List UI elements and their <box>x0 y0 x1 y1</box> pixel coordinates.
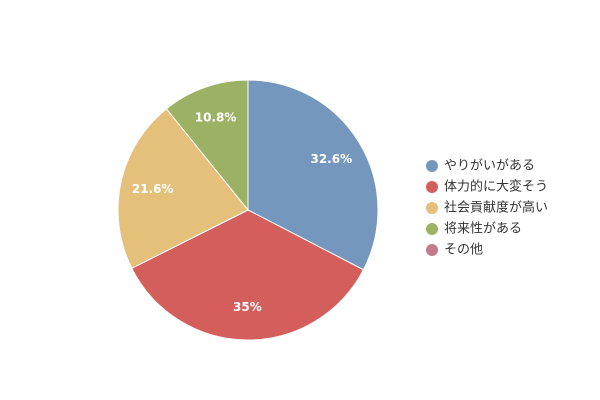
legend-label: 社会貢献度が高い <box>444 200 548 216</box>
pie-slice <box>117 108 249 269</box>
legend-marker <box>426 202 438 214</box>
data-label: 21.6% <box>132 182 174 196</box>
pie-slice <box>165 79 249 212</box>
legend-label: その他 <box>444 243 483 258</box>
legend-label: 体力的に大変そう <box>444 179 548 195</box>
legend-marker <box>426 223 438 235</box>
legend-marker <box>426 160 438 172</box>
data-label: 35% <box>233 300 262 314</box>
data-label: 10.8% <box>195 111 237 125</box>
legend-marker <box>426 244 438 256</box>
data-label: 32.6% <box>310 152 352 166</box>
pie-slice <box>247 79 379 271</box>
legend-label: やりがいがある <box>444 159 535 174</box>
pie-slice <box>131 209 365 341</box>
legend-label: 将来性がある <box>444 222 522 237</box>
legend-marker <box>426 181 438 193</box>
